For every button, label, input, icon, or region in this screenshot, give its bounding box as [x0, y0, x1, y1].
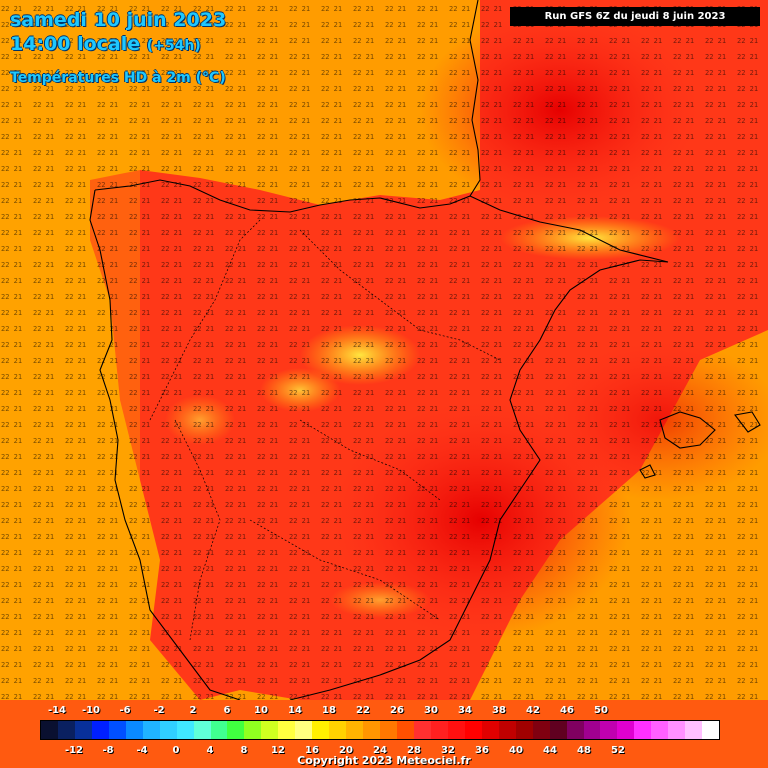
scale-swatch — [566, 721, 584, 739]
scale-swatch — [634, 721, 652, 739]
scale-swatch — [413, 721, 431, 739]
scale-swatch — [397, 721, 414, 739]
scale-swatch — [651, 721, 669, 739]
scale-swatch — [278, 721, 296, 739]
scale-swatch — [227, 721, 245, 739]
scale-swatch — [312, 721, 330, 739]
forecast-date: samedi 10 juin 2023 — [10, 9, 227, 31]
scale-swatch — [668, 721, 686, 739]
scale-swatch — [295, 721, 313, 739]
color-scale-bar — [40, 720, 720, 740]
scale-tick-label: -12 — [64, 745, 84, 756]
scale-swatch — [464, 721, 482, 739]
scale-tick-label: -14 — [47, 705, 67, 716]
scale-tick-label: 0 — [172, 745, 180, 756]
scale-tick-label: 24 — [373, 745, 387, 756]
scale-tick-label: 42 — [526, 705, 540, 716]
scale-swatch — [430, 721, 448, 739]
scale-swatch — [617, 721, 635, 739]
scale-tick-label: 50 — [594, 705, 608, 716]
scale-swatch — [74, 721, 92, 739]
scale-tick-label: 14 — [288, 705, 302, 716]
scale-swatch — [583, 721, 601, 739]
scale-swatch — [380, 721, 398, 739]
scale-swatch — [210, 721, 228, 739]
copyright: Copyright 2023 Meteociel.fr — [297, 754, 471, 767]
scale-tick-label: 40 — [509, 745, 523, 756]
scale-tick-label: -8 — [102, 745, 114, 756]
parameter-title: Températures HD à 2m (°C) — [10, 70, 226, 86]
scale-tick-label: 36 — [475, 745, 489, 756]
scale-tick-label: 4 — [206, 745, 214, 756]
scale-swatch — [159, 721, 177, 739]
scale-swatch — [685, 721, 703, 739]
run-label: Run GFS 6Z du jeudi 8 juin 2023 — [510, 7, 760, 26]
scale-tick-label: 28 — [407, 745, 421, 756]
scale-swatch — [447, 721, 465, 739]
scale-tick-label: 22 — [356, 705, 370, 716]
scale-tick-label: 30 — [424, 705, 438, 716]
scale-swatch — [142, 721, 160, 739]
scale-swatch — [244, 721, 262, 739]
scale-tick-label: -10 — [81, 705, 101, 716]
scale-tick-label: 46 — [560, 705, 574, 716]
scale-tick-label: 2 — [189, 705, 197, 716]
scale-tick-label: 16 — [305, 745, 319, 756]
scale-swatch — [57, 721, 75, 739]
scale-swatch — [363, 721, 381, 739]
scale-tick-label: 32 — [441, 745, 455, 756]
scale-swatch — [176, 721, 194, 739]
forecast-time: 14:00 locale (+54h) — [10, 33, 201, 55]
scale-swatch — [481, 721, 499, 739]
scale-swatch — [193, 721, 211, 739]
scale-tick-label: 38 — [492, 705, 506, 716]
scale-swatch — [549, 721, 567, 739]
forecast-lead: (+54h) — [146, 38, 201, 54]
scale-tick-label: 8 — [240, 745, 248, 756]
scale-tick-label: -4 — [136, 745, 148, 756]
scale-swatch — [346, 721, 364, 739]
scale-swatch — [702, 721, 720, 739]
scale-swatch — [41, 721, 58, 739]
scale-tick-label: -6 — [119, 705, 131, 716]
scale-swatch — [91, 721, 109, 739]
scale-tick-label: 20 — [339, 745, 353, 756]
scale-tick-label: 6 — [223, 705, 231, 716]
scale-swatch — [108, 721, 126, 739]
scale-tick-label: 10 — [254, 705, 268, 716]
forecast-time-value: 14:00 locale — [10, 33, 141, 55]
scale-swatch — [498, 721, 516, 739]
scale-swatch — [515, 721, 533, 739]
scale-tick-label: 48 — [577, 745, 591, 756]
scale-tick-label: 26 — [390, 705, 404, 716]
scale-tick-label: 18 — [322, 705, 336, 716]
scale-tick-label: 34 — [458, 705, 472, 716]
scale-tick-label: 12 — [271, 745, 285, 756]
scale-swatch — [125, 721, 143, 739]
scale-tick-label: -2 — [153, 705, 165, 716]
scale-tick-label: 44 — [543, 745, 557, 756]
scale-swatch — [261, 721, 279, 739]
scale-tick-label: 52 — [611, 745, 625, 756]
scale-swatch — [329, 721, 347, 739]
scale-swatch — [600, 721, 618, 739]
scale-swatch — [532, 721, 550, 739]
